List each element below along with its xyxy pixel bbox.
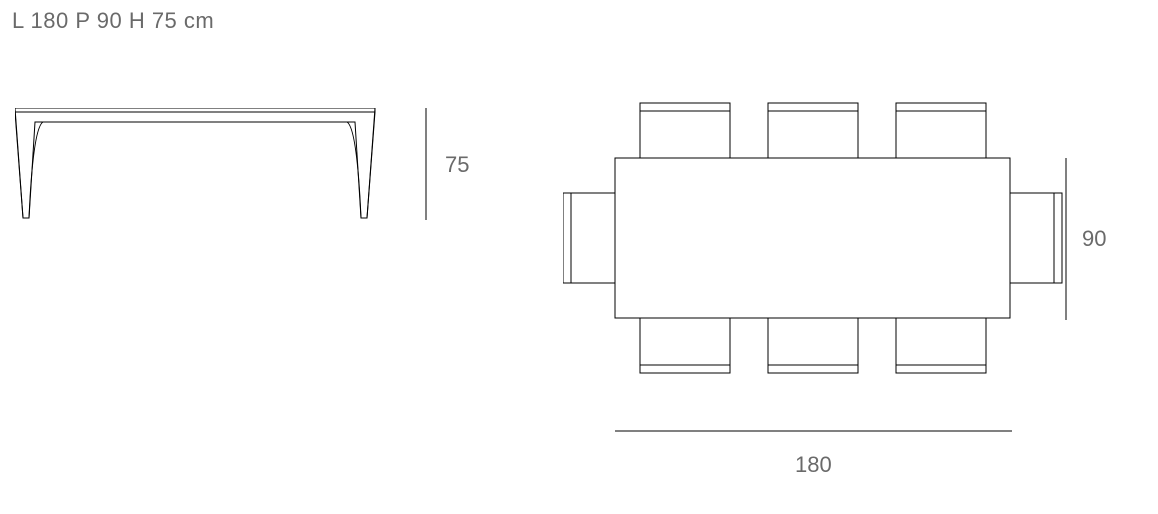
chair-bottom-1 [640, 318, 730, 373]
chair-bottom-3 [896, 318, 986, 373]
dimensions-title: L 180 P 90 H 75 cm [12, 8, 214, 34]
chair-top-2 [768, 103, 858, 158]
chair-right [1010, 193, 1062, 283]
length-dimension-line [615, 430, 1012, 434]
depth-dimension-label: 90 [1082, 226, 1106, 252]
chair-bottom-2 [768, 318, 858, 373]
depth-dimension-line [1065, 158, 1069, 320]
chair-top-1 [640, 103, 730, 158]
length-dimension-label: 180 [795, 452, 832, 478]
table-top [615, 158, 1010, 318]
height-dimension-line [425, 108, 429, 220]
plan-view-drawing [563, 100, 1063, 400]
chair-left [563, 193, 615, 283]
side-elevation-drawing [15, 108, 385, 228]
chair-top-3 [896, 103, 986, 158]
height-dimension-label: 75 [445, 152, 469, 178]
